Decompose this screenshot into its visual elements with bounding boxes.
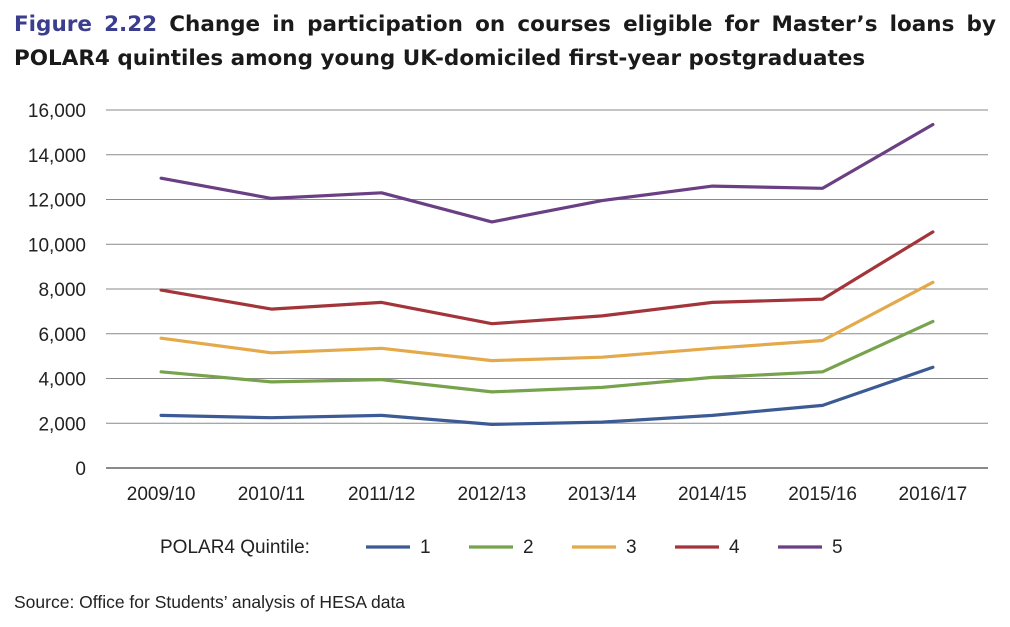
y-tick-label: 16,000 (28, 101, 86, 122)
x-tick-label: 2015/16 (788, 484, 857, 505)
x-tick-label: 2009/10 (127, 484, 196, 505)
series-line-2 (159, 319, 935, 394)
x-tick-label: 2010/11 (238, 484, 305, 505)
legend-label: 1 (420, 537, 431, 558)
x-tick-label: 2014/15 (678, 484, 747, 505)
legend-label: 4 (729, 537, 740, 558)
y-tick-label: 4,000 (38, 370, 86, 391)
series-line-3 (159, 280, 935, 363)
legend-label: 2 (523, 537, 534, 558)
gridlines (106, 109, 988, 469)
y-axis-ticks: 0 2,000 4,000 6,000 8,000 10,000 12,000 14,000 1… (28, 101, 86, 480)
source-note: Source: Office for Students’ analysis of… (14, 592, 406, 612)
line-chart: 0 2,000 4,000 6,000 8,000 10,000 12,000 14,000 1… (28, 101, 988, 558)
y-tick-label: 8,000 (38, 280, 86, 301)
x-tick-label: 2012/13 (458, 484, 527, 505)
x-tick-label: 2011/12 (348, 484, 415, 505)
series-line-5 (159, 122, 935, 224)
y-tick-label: 14,000 (28, 146, 86, 167)
x-axis-ticks: 2009/10 2010/11 2011/12 2012/13 2013/14 2014/… (127, 484, 967, 505)
figure-label: Figure 2.22 (14, 12, 158, 37)
legend-title: POLAR4 Quintile: (160, 537, 310, 558)
y-tick-label: 6,000 (38, 325, 86, 346)
legend: POLAR4 Quintile: 1 2 3 4 5 (160, 537, 843, 558)
y-tick-label: 12,000 (28, 191, 86, 212)
x-tick-label: 2013/14 (568, 484, 637, 505)
series-lines (159, 122, 935, 426)
y-tick-label: 2,000 (38, 414, 86, 435)
legend-label: 3 (626, 537, 637, 558)
x-tick-label: 2016/17 (899, 484, 968, 505)
series-line-4 (159, 230, 935, 326)
chart-title: Figure 2.22 Change in participation on c… (14, 8, 996, 76)
legend-label: 5 (832, 537, 843, 558)
y-tick-label: 0 (75, 459, 86, 480)
figure-title-text: Change in participation on courses eligi… (14, 12, 996, 71)
series-line-1 (159, 365, 935, 426)
y-tick-label: 10,000 (28, 235, 86, 256)
